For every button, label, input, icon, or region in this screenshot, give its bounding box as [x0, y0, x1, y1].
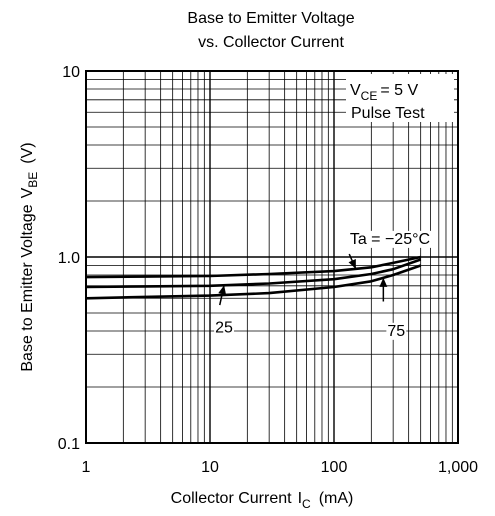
annotation-arrowhead [218, 285, 227, 295]
x-tick-label: 100 [321, 459, 348, 476]
y-tick-label: 0.1 [58, 436, 80, 453]
y-tick-label: 10 [62, 64, 80, 81]
x-tick-label: 1,000 [438, 459, 478, 476]
tick-labels: 1 10 100 1,000 0.1 1.0 10 [58, 64, 478, 476]
conditions-box: VCE = 5 V Pulse Test [346, 74, 454, 122]
x-tick-label: 10 [201, 459, 219, 476]
x-axis-label: Collector Current IC (mA) [171, 490, 354, 511]
y-axis-label: Base to Emitter VoltageVBE(V) [19, 142, 40, 371]
annotation-arrowhead [379, 277, 388, 287]
series-line-0 [85, 255, 421, 279]
series-line-2 [85, 264, 422, 300]
annotation-bg [386, 322, 407, 340]
plot-frame [85, 70, 459, 444]
chart-title-line-1: Base to Emitter Voltage [187, 10, 354, 27]
grid [85, 71, 458, 444]
pulse-test-label: Pulse Test [351, 105, 425, 122]
annotation-bg [214, 319, 235, 337]
conditions-box-background [346, 74, 454, 122]
annotations-group: Ta = −25°C 25 75 [214, 230, 432, 340]
series-line-1 [85, 258, 422, 289]
chart-title-line-2: vs. Collector Current [198, 34, 344, 51]
y-tick-label: 1.0 [58, 250, 80, 267]
annotation-label: 75 [387, 323, 405, 340]
annotation-label: 25 [215, 319, 233, 336]
vce-condition: VCE = 5 V [350, 82, 418, 103]
x-tick-label: 1 [82, 459, 91, 476]
annotation-label: Ta = −25°C [350, 231, 430, 248]
series-group [85, 255, 422, 300]
annotation-arrowhead [348, 259, 356, 269]
annotation-bg [348, 230, 432, 248]
